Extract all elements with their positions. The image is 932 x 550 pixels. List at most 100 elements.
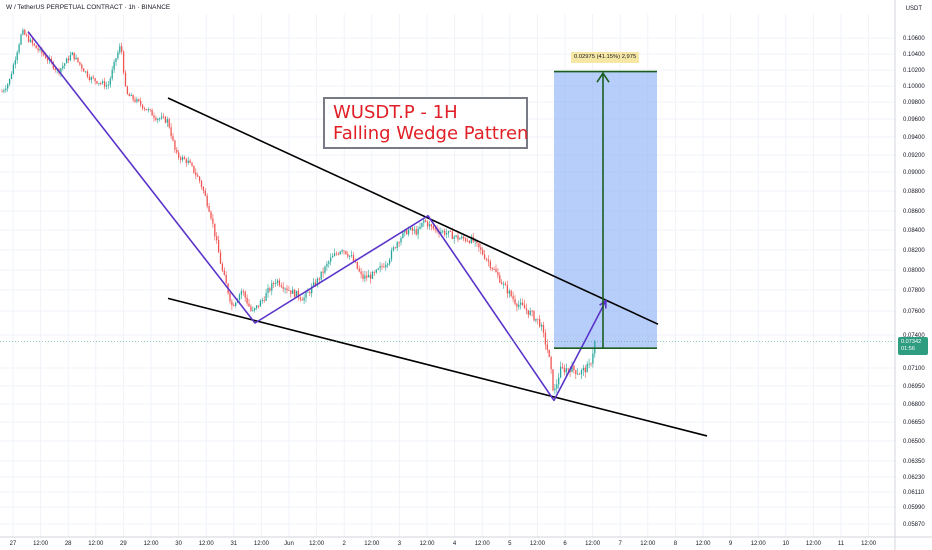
candle-body [208, 206, 210, 212]
candle-body [248, 303, 250, 307]
candle-body [240, 291, 243, 295]
candle-body [140, 100, 142, 105]
candle-body [293, 289, 296, 298]
time-tick-label: 12:00 [199, 541, 215, 547]
candle-body [244, 291, 246, 298]
candle-body [159, 118, 161, 120]
candle-body [221, 263, 224, 271]
bar-countdown: 01:56 [901, 346, 915, 352]
candle-body [404, 229, 406, 233]
candle-body [160, 116, 163, 119]
candle-body [269, 288, 271, 291]
candle-body [588, 363, 590, 365]
candle-body [128, 93, 130, 97]
candle-body [470, 236, 472, 243]
candle-body [136, 99, 138, 102]
candle-body [75, 57, 77, 60]
candle-body [512, 296, 514, 300]
candle-body [153, 115, 155, 118]
candle-body [311, 286, 313, 294]
candle-body [419, 226, 421, 229]
candlestick-series [1, 28, 596, 395]
candle-body [328, 261, 330, 264]
swing-arrow-head [599, 298, 607, 309]
candle-body [155, 117, 157, 121]
candle-body [449, 230, 452, 232]
candle-body [508, 290, 510, 294]
candle-body [132, 94, 134, 100]
candle-body [130, 94, 132, 97]
candle-body [183, 157, 186, 160]
candle-body [451, 231, 453, 239]
candle-body [143, 108, 146, 110]
candle-body [24, 29, 26, 35]
candle-body [71, 52, 73, 56]
candle-body [312, 282, 315, 287]
candle-body [31, 39, 34, 44]
price-tick-label: 0.07600 [903, 309, 925, 315]
candle-body [202, 187, 205, 191]
pattern-title-box[interactable]: WUSDT.P - 1H Falling Wedge Pattren [323, 97, 528, 149]
candle-body [411, 227, 414, 231]
candle-body [548, 349, 550, 357]
candle-body [96, 81, 98, 84]
candle-body [198, 176, 201, 182]
candle-body [455, 235, 457, 237]
candle-body [105, 85, 108, 87]
time-tick-label: 12:00 [640, 541, 656, 547]
candle-body [561, 366, 564, 368]
candle-body [45, 55, 47, 59]
price-tick-label: 0.06950 [903, 384, 925, 390]
candle-body [552, 369, 554, 391]
candle-body [322, 271, 324, 273]
candle-body [90, 77, 92, 80]
candle-body [259, 300, 262, 307]
candle-body [191, 162, 193, 166]
time-axis[interactable]: 27 12:00 28 12:00 29 12:00 30 12:00 31 12:00 Jun 12… [0, 536, 932, 547]
candle-body [385, 264, 387, 268]
candle-body [375, 269, 377, 273]
candle-body [231, 301, 233, 306]
candle-body [491, 267, 493, 270]
candle-body [64, 63, 66, 66]
candle-body [383, 266, 385, 268]
candle-body [482, 249, 484, 255]
candle-body [540, 324, 543, 327]
candle-body [280, 285, 282, 287]
candle-body [537, 318, 539, 320]
candle-body [331, 256, 334, 258]
currency-label[interactable]: USDT [905, 6, 922, 12]
candle-body [286, 288, 288, 291]
candle-body [290, 290, 292, 294]
candle-body [542, 324, 545, 333]
candle-body [335, 253, 338, 255]
candle-body [539, 319, 541, 327]
candle-body [400, 238, 402, 243]
price-tick-label: 0.10600 [903, 36, 925, 42]
price-axis[interactable]: 0.10600 0.10400 0.10200 0.10000 0.09800 0.096… [894, 0, 925, 550]
candle-body [197, 175, 199, 177]
candle-body [20, 34, 22, 45]
candle-body [573, 365, 575, 371]
candle-body [33, 43, 35, 46]
candle-body [514, 299, 516, 304]
price-tick-label: 0.09200 [903, 153, 925, 159]
candle-body [377, 268, 379, 270]
price-tick-label: 0.06230 [903, 475, 925, 481]
measure-label: 0.02975 (41.15%) 2,975 [571, 52, 640, 63]
candle-body [369, 274, 372, 279]
candle-body [497, 272, 499, 276]
candle-body [117, 52, 119, 59]
candle-body [111, 69, 113, 79]
time-tick-label: 12:00 [364, 541, 380, 547]
candle-body [423, 220, 425, 223]
candle-body [16, 52, 18, 61]
time-tick-label: 7 [619, 541, 623, 547]
price-tick-label: 0.07100 [903, 366, 925, 372]
candle-body [147, 109, 149, 111]
candle-body [529, 310, 531, 315]
candle-body [189, 160, 191, 163]
candle-body [409, 227, 412, 230]
candle-body [468, 241, 471, 243]
